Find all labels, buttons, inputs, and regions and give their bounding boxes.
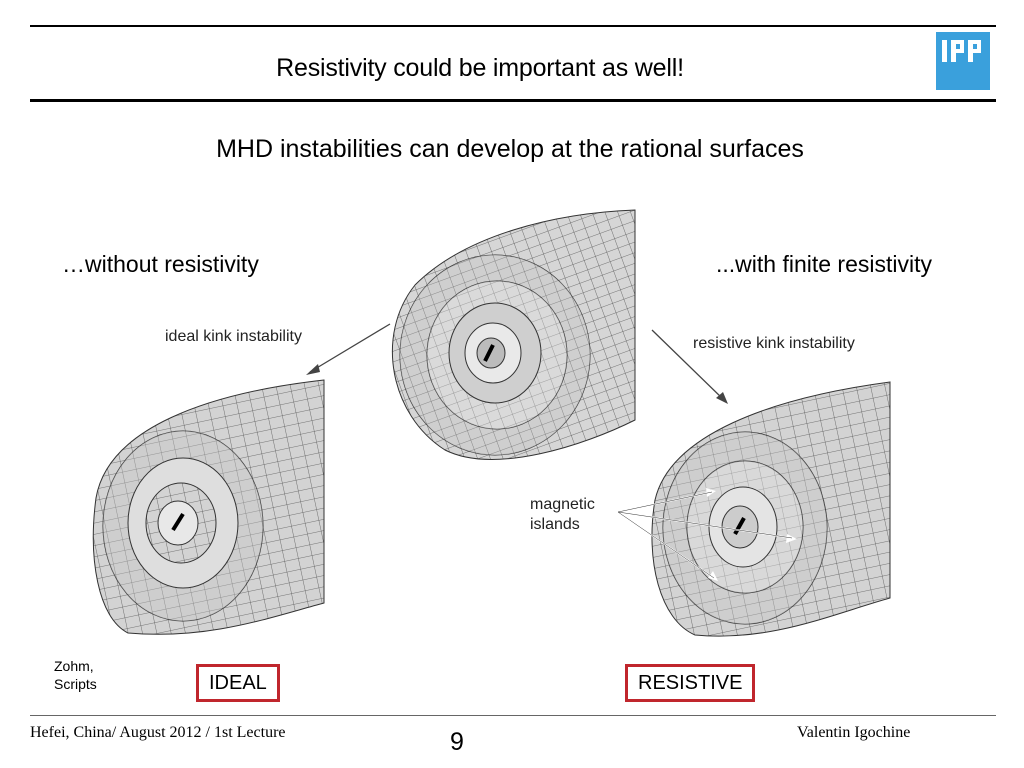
header-top-rule [30,25,996,27]
resistive-figure-label: resistive kink instability [693,335,855,352]
arrow-to-resistive [651,329,728,404]
islands-label-line2: islands [530,516,580,533]
left-caption: …without resistivity [62,251,259,277]
credit-line-1: Zohm, [54,658,94,674]
ideal-figure-label: ideal kink instability [165,328,302,345]
ipp-logo [936,32,990,90]
torus-center-figure [391,209,636,460]
resistive-box: RESISTIVE [625,664,756,702]
footer-left: Hefei, China/ August 2012 / 1st Lecture [30,724,286,741]
ideal-box: IDEAL [196,664,280,702]
arrow-to-ideal [306,323,391,375]
right-caption: ...with finite resistivity [716,251,932,277]
islands-arrows [617,488,797,581]
header-bottom-rule [30,99,996,102]
ideal-kink-figure [92,379,325,635]
slide-subtitle: MHD instabilities can develop at the rat… [216,135,804,163]
resistive-kink-figure [651,381,891,637]
credit-line-2: Scripts [54,676,97,692]
footer-rule [30,715,996,716]
ipp-logo-mark [936,32,990,90]
footer-author: Valentin Igochine [797,724,911,741]
figure-credit: Zohm, Scripts [54,657,97,693]
page-number: 9 [450,728,464,756]
slide-title: Resistivity could be important as well! [276,54,684,82]
islands-label-line1: magnetic [530,496,595,513]
